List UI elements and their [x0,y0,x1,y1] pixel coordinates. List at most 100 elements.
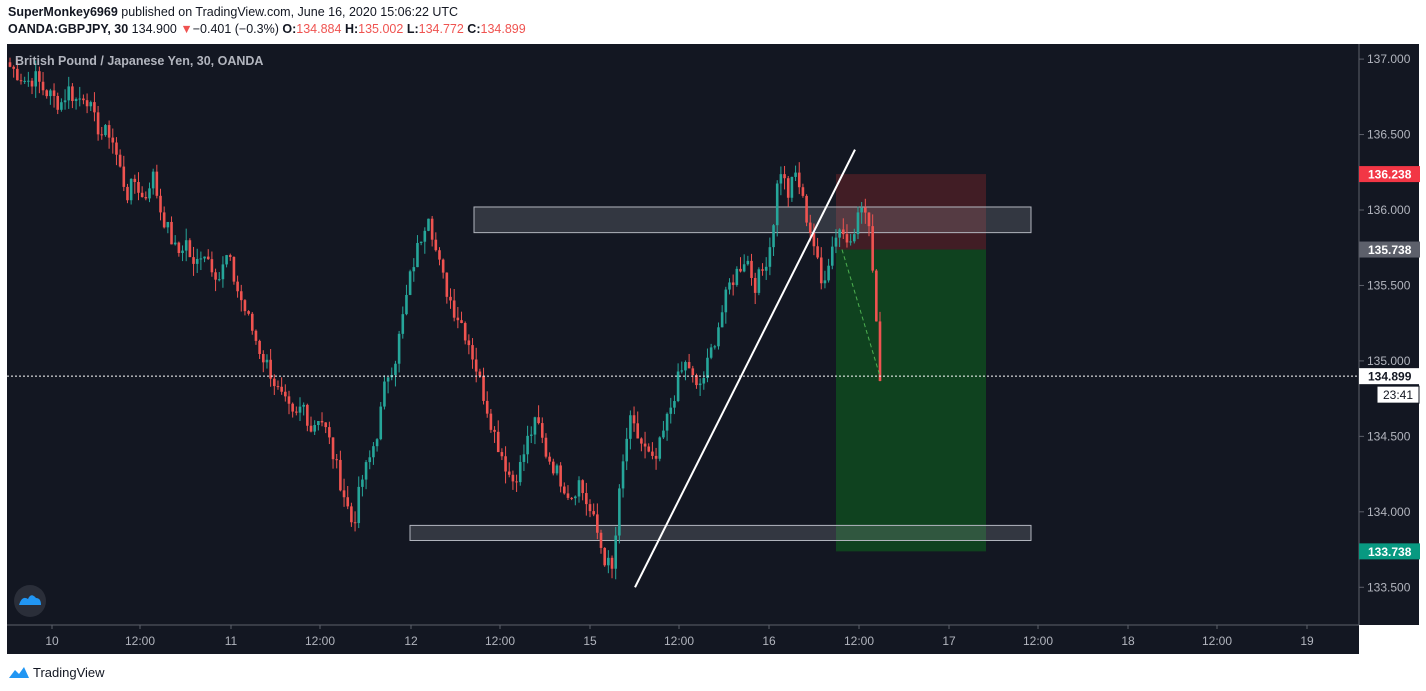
candle [239,284,243,312]
candle [665,412,669,441]
candle [228,253,232,261]
price-chart[interactable]: 133.500 134.000 134.500 135.000 135.500 136.0… [0,42,1426,654]
candle [592,503,595,517]
candle [445,272,449,304]
candle [599,529,603,554]
tradingview-cloud-icon[interactable] [14,585,46,617]
candle [761,263,764,276]
price-tick-label: 137.000 [1367,52,1411,66]
candle [16,58,19,81]
candle [574,495,577,506]
candle [684,360,687,381]
candle [669,397,673,424]
candle [830,236,834,270]
candle [346,485,350,510]
candle [405,284,408,316]
candle [860,201,863,224]
candle [184,228,188,262]
plot-area[interactable] [7,44,1359,625]
candle [698,378,702,396]
price-label-text: 134.899 [1368,370,1412,384]
candle [214,268,217,292]
time-axis[interactable] [7,625,1359,654]
candle [295,406,298,416]
candle [85,93,89,114]
candle [779,166,783,196]
candle [864,198,867,224]
trend-line[interactable] [634,149,856,588]
tradingview-logo-icon[interactable] [8,664,30,680]
candle [566,485,570,501]
candle [34,60,37,98]
support-zone[interactable] [409,524,1032,541]
resistance-zone[interactable] [473,206,1032,234]
candle [812,223,816,256]
candle [496,420,500,453]
down-arrow-icon: ▼ [180,22,193,36]
candle [427,218,430,232]
candle [651,442,654,460]
high-label: H: [344,22,359,36]
candle [129,178,133,205]
candle [361,474,364,497]
candle [96,105,100,141]
candle [871,214,874,273]
candle [247,310,250,316]
candle [45,89,49,99]
price-tick-label: 133.500 [1367,580,1411,594]
candle [27,71,30,87]
candle [401,306,405,339]
candle [416,235,419,268]
candle [772,224,775,256]
candle [368,450,372,470]
candle [104,124,107,137]
candle [452,289,456,322]
candle [276,380,280,390]
time-tick-label: 10 [45,634,59,648]
candle [166,221,170,234]
candle [89,100,93,111]
time-tick-label: 12:00 [844,634,874,648]
candle [397,330,401,373]
open-value: 134.884 [296,22,342,36]
candle [533,416,537,445]
candle [449,288,452,309]
candle [471,338,474,369]
candle [144,191,148,201]
candle [408,269,412,296]
candle [735,266,739,287]
candle [306,403,309,432]
candle [151,168,155,195]
candle [680,361,684,374]
change-value: −0.401 (−0.3%) [192,22,279,36]
candle [170,216,173,245]
countdown-label: 23:41 [1376,385,1420,404]
candle [250,312,254,335]
take-profit-zone[interactable] [836,249,986,552]
candle [463,321,467,345]
candle [775,180,779,237]
author-name[interactable]: SuperMonkey6969 [8,5,118,19]
candle [610,555,614,579]
candle [23,76,26,85]
candle [834,229,838,254]
candle [173,235,177,246]
candle [78,86,82,107]
price-axis[interactable] [1359,44,1419,625]
candles-group [8,57,882,580]
candle [827,258,830,283]
candle [328,421,331,445]
candle [878,311,882,382]
price-tick-label: 134.500 [1367,429,1411,443]
candle [511,470,515,490]
footer-brand[interactable]: TradingView [33,665,105,680]
candle [320,412,324,427]
high-value: 135.002 [358,22,404,36]
candle [625,427,629,471]
candle [632,406,636,432]
time-tick-label: 12:00 [1202,634,1232,648]
time-tick-label: 12:00 [664,634,694,648]
candle [298,397,302,422]
candle [783,165,786,190]
price-tick-label: 136.000 [1367,203,1411,217]
